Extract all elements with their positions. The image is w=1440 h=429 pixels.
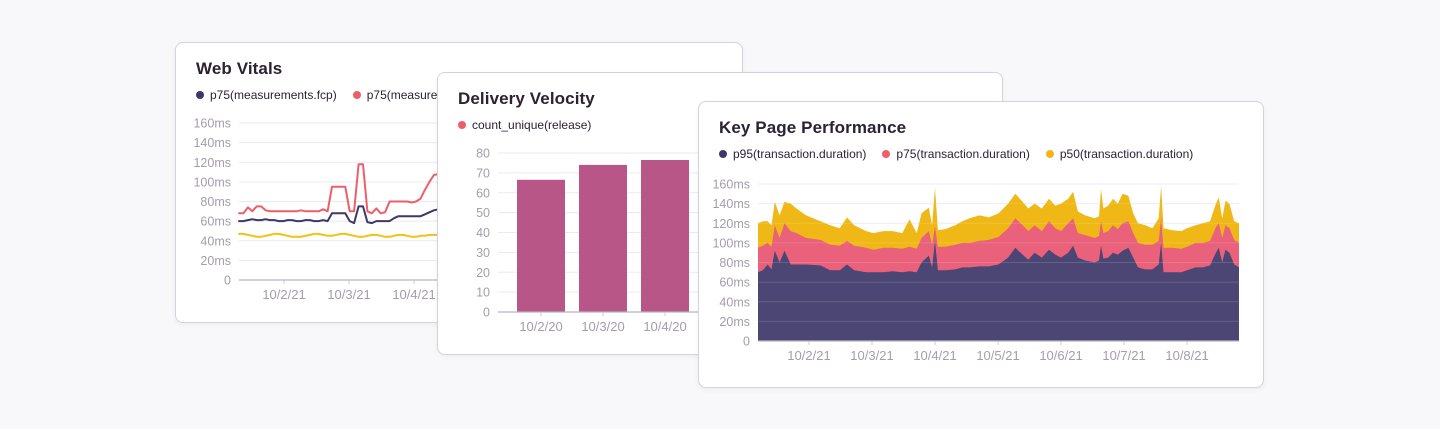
legend-item-p75[interactable]: p75(transaction.duration)	[882, 147, 1030, 161]
svg-text:160ms: 160ms	[712, 178, 750, 192]
svg-text:40: 40	[476, 226, 490, 240]
svg-text:100ms: 100ms	[712, 236, 750, 250]
svg-text:80ms: 80ms	[200, 195, 231, 209]
legend-item-label: count_unique(release)	[472, 118, 592, 132]
svg-text:40ms: 40ms	[200, 234, 231, 248]
svg-text:10/7/21: 10/7/21	[1102, 348, 1145, 363]
series-dot-icon	[882, 150, 891, 158]
svg-text:0: 0	[224, 274, 231, 288]
svg-text:100ms: 100ms	[193, 175, 231, 189]
svg-text:10/2/20: 10/2/20	[519, 319, 562, 334]
svg-text:80: 80	[476, 147, 490, 161]
legend-item-count-unique-release[interactable]: count_unique(release)	[458, 118, 591, 132]
svg-text:10/8/21: 10/8/21	[1165, 348, 1208, 363]
card-title-key-page-performance: Key Page Performance	[719, 118, 907, 137]
card-title-web-vitals: Web Vitals	[196, 59, 283, 78]
legend-item-p75-fcp[interactable]: p75(measurements.fcp)	[196, 88, 337, 102]
svg-text:80ms: 80ms	[719, 256, 750, 270]
svg-text:10/4/21: 10/4/21	[913, 348, 956, 363]
svg-text:10/4/20: 10/4/20	[643, 319, 686, 334]
svg-text:30: 30	[476, 246, 490, 260]
legend-item-p95[interactable]: p95(transaction.duration)	[719, 147, 866, 161]
svg-text:160ms: 160ms	[193, 117, 231, 131]
svg-text:10/3/20: 10/3/20	[581, 319, 624, 334]
svg-text:40ms: 40ms	[719, 295, 750, 309]
legend-item-label: p95(transaction.duration)	[733, 147, 867, 161]
card-title-delivery-velocity: Delivery Velocity	[458, 89, 595, 108]
svg-text:10/2/21: 10/2/21	[787, 348, 830, 363]
legend-item-label: p50(transaction.duration)	[1059, 147, 1194, 161]
svg-text:20ms: 20ms	[200, 254, 231, 268]
svg-text:10/6/21: 10/6/21	[1039, 348, 1082, 363]
series-dot-icon	[458, 121, 466, 129]
svg-text:60ms: 60ms	[200, 215, 231, 229]
svg-text:140ms: 140ms	[193, 136, 231, 150]
svg-text:50: 50	[476, 206, 490, 220]
svg-text:70: 70	[476, 166, 490, 180]
series-dot-icon	[719, 150, 727, 158]
legend-item-label: p75(measurements.fcp)	[210, 88, 337, 102]
svg-text:60ms: 60ms	[719, 276, 750, 290]
svg-text:120ms: 120ms	[193, 156, 231, 170]
svg-text:20: 20	[476, 266, 490, 280]
svg-text:60: 60	[476, 186, 490, 200]
web-vitals-chart-canvas[interactable]: 160ms 140ms 120ms 100ms 80ms 60ms 40ms 20ms 0 10/…	[176, 43, 744, 324]
series-dot-icon	[1045, 150, 1054, 158]
svg-text:10/4/21: 10/4/21	[392, 287, 435, 302]
legend-item-p50[interactable]: p50(transaction.duration)	[1045, 147, 1194, 161]
legend-delivery-velocity: count_unique(release)	[458, 118, 591, 132]
svg-text:120ms: 120ms	[712, 217, 750, 231]
card-key-page-performance: 160ms 140ms 120ms 100ms 80ms 60ms 40ms 20ms 0 10/…	[698, 101, 1264, 388]
svg-text:20ms: 20ms	[719, 315, 750, 329]
svg-text:0: 0	[743, 335, 750, 349]
svg-text:0: 0	[483, 306, 490, 320]
series-dot-icon	[196, 91, 204, 99]
svg-text:140ms: 140ms	[712, 197, 750, 211]
legend-item-label: p75(transaction.duration)	[896, 147, 1030, 161]
legend-key-page-performance: p95(transaction.duration) p75(transactio…	[719, 147, 1193, 161]
svg-text:10/5/21: 10/5/21	[976, 348, 1019, 363]
svg-text:10/2/21: 10/2/21	[262, 287, 305, 302]
svg-text:10: 10	[476, 286, 490, 300]
svg-text:10/3/21: 10/3/21	[850, 348, 893, 363]
key-page-performance-chart-canvas[interactable]: 160ms 140ms 120ms 100ms 80ms 60ms 40ms 20ms 0 10/…	[699, 102, 1265, 389]
series-dot-icon	[352, 91, 361, 99]
svg-text:10/3/21: 10/3/21	[327, 287, 370, 302]
